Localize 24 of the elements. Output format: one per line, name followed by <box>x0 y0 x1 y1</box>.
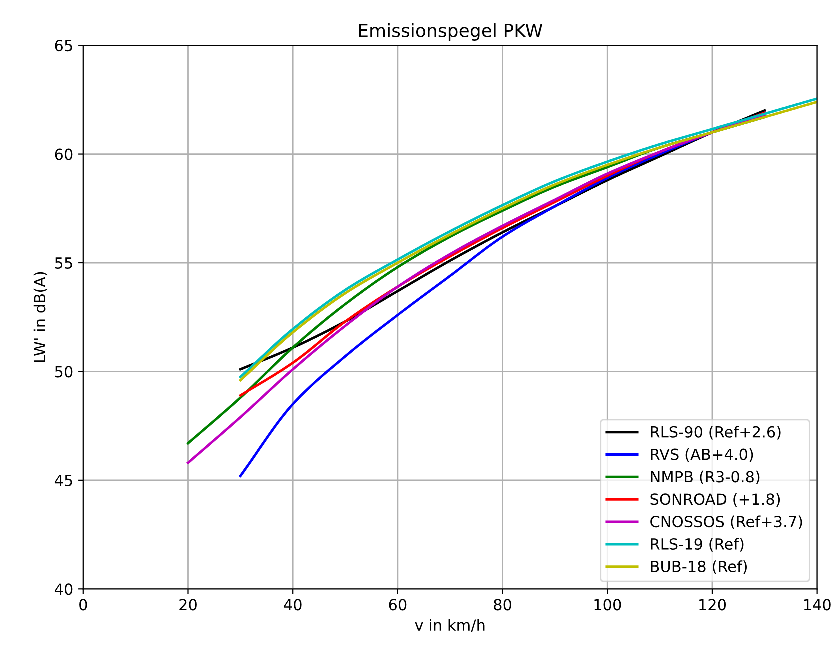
x-tick-label: 100 <box>594 599 622 611</box>
x-tick-label: 140 <box>804 599 831 611</box>
y-tick-label: 55 <box>55 258 72 270</box>
legend-label: RLS-19 (Ref) <box>651 538 744 552</box>
legend-label: RLS-90 (Ref+2.6) <box>651 426 781 440</box>
y-tick-label: 65 <box>55 40 72 52</box>
x-tick-label: 0 <box>80 599 88 611</box>
chart-title: Emissionspegel PKW <box>359 24 543 41</box>
y-tick-label: 50 <box>55 366 73 378</box>
legend-label: RVS (AB+4.0) <box>651 448 754 462</box>
y-axis-title: LW' in dB(A) <box>34 272 48 362</box>
x-tick-label: 40 <box>284 599 302 611</box>
legend-label: SONROAD (+1.8) <box>650 493 780 507</box>
x-tick-label: 120 <box>700 599 726 611</box>
legend-label: CNOSSOS (Ref+3.7) <box>650 516 802 530</box>
legend-label: BUB-18 (Ref) <box>651 560 748 574</box>
x-tick-label: 60 <box>389 599 407 611</box>
y-tick-label: 40 <box>54 584 73 596</box>
x-tick-label: 80 <box>494 599 512 611</box>
y-tick-label: 60 <box>55 148 73 160</box>
legend-label: NMPB (R3-0.8) <box>651 470 760 485</box>
x-tick-label: 20 <box>180 599 197 611</box>
y-tick-label: 45 <box>54 475 72 486</box>
x-axis-title: v in km/h <box>415 619 485 632</box>
